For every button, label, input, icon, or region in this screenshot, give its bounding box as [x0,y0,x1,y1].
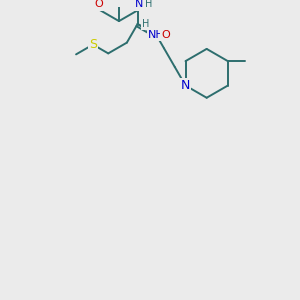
Text: S: S [89,38,97,51]
Text: N: N [135,0,144,10]
Text: H: H [142,19,149,29]
Text: NH: NH [148,30,165,40]
Text: O: O [162,30,170,40]
Text: O: O [94,0,103,10]
Text: H: H [145,0,152,10]
Text: N: N [181,79,190,92]
